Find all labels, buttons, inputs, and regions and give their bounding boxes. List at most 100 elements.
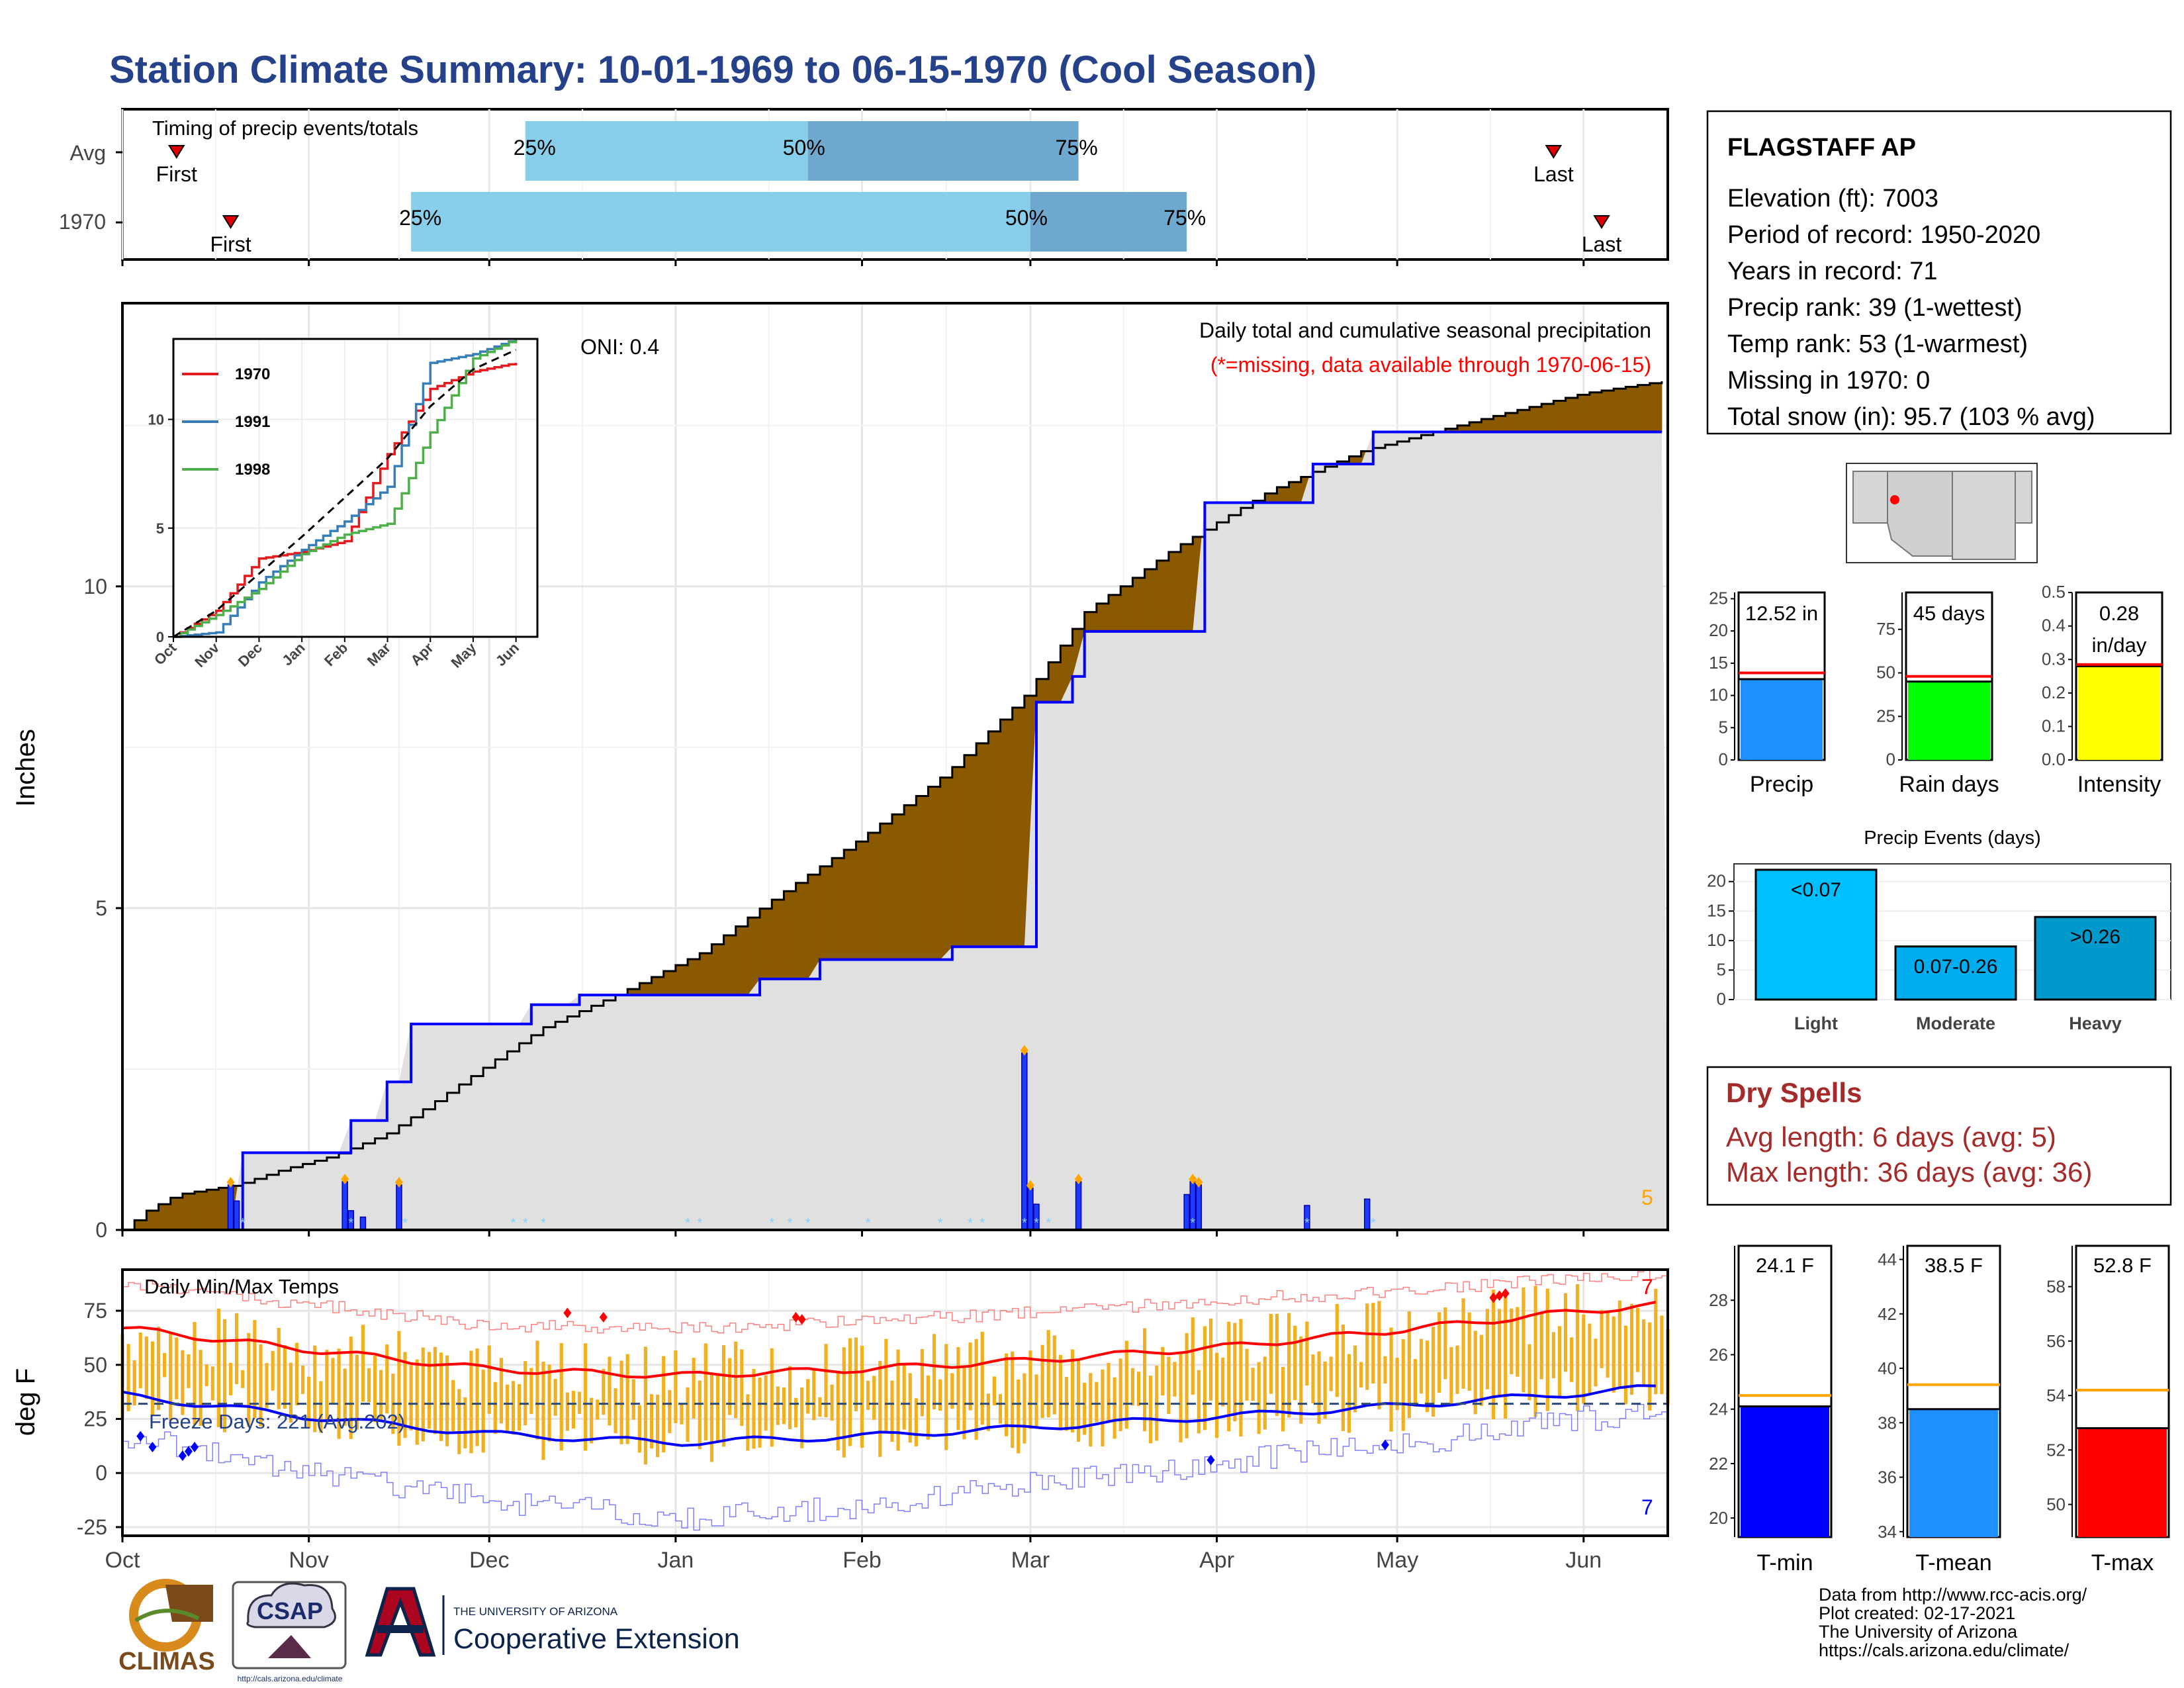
daily-temp-bar <box>493 1382 497 1434</box>
daily-temp-bar <box>956 1347 960 1430</box>
daily-temp-bar <box>992 1376 997 1406</box>
daily-temp-bar <box>728 1358 732 1415</box>
precip-ytick-label: 0 <box>95 1218 107 1242</box>
daily-temp-bar <box>974 1338 978 1440</box>
temp-summary-tick-label: 26 <box>1709 1344 1728 1364</box>
daily-temp-bar <box>1263 1356 1267 1430</box>
snow-marker-icon: * <box>1371 1216 1376 1231</box>
daily-temp-bar <box>1095 1382 1099 1423</box>
daily-temp-bar <box>1516 1307 1520 1377</box>
daily-temp-bar <box>1287 1313 1291 1418</box>
daily-temp-bar <box>421 1347 425 1442</box>
summary-bar-charts: 0 5 10 15 20 25 12.52 in Precip 0 25 50 75 45 days Ra… <box>1709 582 2163 797</box>
snow-marker-icon: * <box>1304 1216 1310 1231</box>
dry-spells-max: Max length: 36 days (avg: 36) <box>1726 1156 2092 1188</box>
daily-temp-bar <box>692 1358 696 1419</box>
daily-temp-bar <box>1142 1328 1147 1432</box>
climas-logo-wave <box>134 1609 200 1622</box>
temp-summary-tick-label: 22 <box>1709 1454 1728 1474</box>
station-info: FLAGSTAFF AP Elevation (ft): 7003 Period … <box>1706 110 2172 435</box>
events-tick-label: 10 <box>1707 930 1726 950</box>
last-event-marker <box>1593 215 1610 229</box>
daily-temp-bar <box>300 1365 305 1394</box>
ua-a-bar <box>377 1625 424 1633</box>
daily-temp-bar <box>698 1380 702 1450</box>
daily-temp-bar <box>162 1352 167 1378</box>
daily-temp-bar <box>313 1345 317 1432</box>
daily-temp-bar <box>487 1345 491 1414</box>
daily-temp-bar <box>884 1338 888 1434</box>
daily-temp-bar <box>199 1350 203 1427</box>
daily-temp-bar <box>1432 1327 1435 1417</box>
daily-temp-bar <box>1600 1309 1604 1368</box>
temp-summary-tick-label: 20 <box>1709 1508 1728 1528</box>
record-high-marker <box>1501 1288 1510 1299</box>
snow-marker-icon: * <box>866 1216 871 1231</box>
daily-temp-bar <box>445 1355 449 1446</box>
daily-temp-bar <box>1588 1323 1592 1393</box>
station-lines: Elevation (ft): 7003 Period of record: 19… <box>1727 185 2095 431</box>
daily-temp-bar <box>962 1365 966 1440</box>
daily-temp-bar <box>361 1325 365 1402</box>
daily-temp-bar <box>463 1397 467 1449</box>
daily-temp-bar <box>1203 1326 1207 1430</box>
snow-marker-icon: * <box>805 1216 811 1231</box>
daily-temp-bar <box>1504 1293 1508 1419</box>
inset-lines <box>173 339 518 638</box>
precip-areas <box>122 381 1668 1231</box>
station-line: Temp rank: 53 (1-warmest) <box>1727 330 2028 358</box>
record-high-marker <box>797 1314 806 1325</box>
daily-temp-bar <box>1413 1358 1418 1407</box>
events-title: Precip Events (days) <box>1864 827 2041 849</box>
summary-bar-label: Rain days <box>1899 772 1999 797</box>
temp-y-axis: -25 0 25 50 75 <box>77 1299 122 1539</box>
daily-precip-bar <box>227 1184 234 1231</box>
record-low-marker <box>1206 1454 1215 1466</box>
daily-temp-bar <box>205 1364 208 1386</box>
daily-temp-bar <box>547 1364 551 1442</box>
inset-series-line-1998 <box>173 339 518 638</box>
daily-temp-bar <box>986 1393 990 1431</box>
daily-precip-bar <box>1363 1198 1371 1231</box>
daily-temp-bar <box>968 1342 972 1411</box>
daily-temp-bar <box>132 1360 136 1406</box>
daily-temp-bar <box>950 1373 954 1409</box>
daily-temp-bar <box>721 1345 726 1447</box>
daily-temp-bar <box>752 1368 756 1449</box>
station-line: Total snow (in): 95.7 (103 % avg) <box>1727 403 2095 431</box>
daily-temp-bar <box>1227 1321 1231 1432</box>
station-line: Years in record: 71 <box>1727 258 1938 285</box>
daily-temp-bar <box>1028 1350 1032 1429</box>
daily-temp-bar <box>1191 1317 1195 1395</box>
daily-temp-bar <box>187 1354 191 1388</box>
daily-temp-bar <box>758 1377 762 1448</box>
temp-summary-tick-label: 24 <box>1709 1399 1728 1419</box>
summary-bar-tick-label: 0 <box>1886 749 1895 769</box>
daily-temp-bar <box>776 1386 780 1425</box>
daily-temp-bar <box>1083 1382 1087 1435</box>
footer-line-2: Plot created: 02-17-2021 <box>1819 1603 2015 1623</box>
snow-marker-icon: * <box>1190 1216 1195 1231</box>
daily-temp-bar <box>1245 1348 1249 1401</box>
events-bar-label: Heavy <box>2069 1013 2122 1033</box>
record-high-marker <box>599 1311 608 1323</box>
summary-bar-tick-label: 0.4 <box>2042 616 2066 635</box>
daily-temp-bar <box>1479 1335 1483 1406</box>
record-high-marker <box>792 1311 800 1323</box>
temp-ytick-label: 50 <box>83 1353 107 1377</box>
station-location-marker <box>1890 495 1899 504</box>
events-bar-light <box>1754 868 1878 1001</box>
daily-temp-bar <box>259 1344 263 1427</box>
daily-temp-bar <box>577 1391 582 1414</box>
daily-temp-bar <box>295 1342 299 1405</box>
precip-events-chart: Precip Events (days) 0 5 10 15 20 <0.07 Light 0.… <box>1707 827 2171 1033</box>
snow-marker-icon: * <box>402 1216 408 1231</box>
ua-logo: THE UNIVERSITY OF ARIZONA Cooperative Ex… <box>365 1587 740 1657</box>
daily-temp-bar <box>1299 1336 1303 1424</box>
daily-temp-bar <box>499 1358 503 1424</box>
daily-temp-bar <box>619 1360 623 1444</box>
daily-temp-bar <box>331 1358 335 1403</box>
daily-temp-bar <box>1533 1286 1537 1417</box>
daily-temp-bar <box>1594 1338 1598 1387</box>
